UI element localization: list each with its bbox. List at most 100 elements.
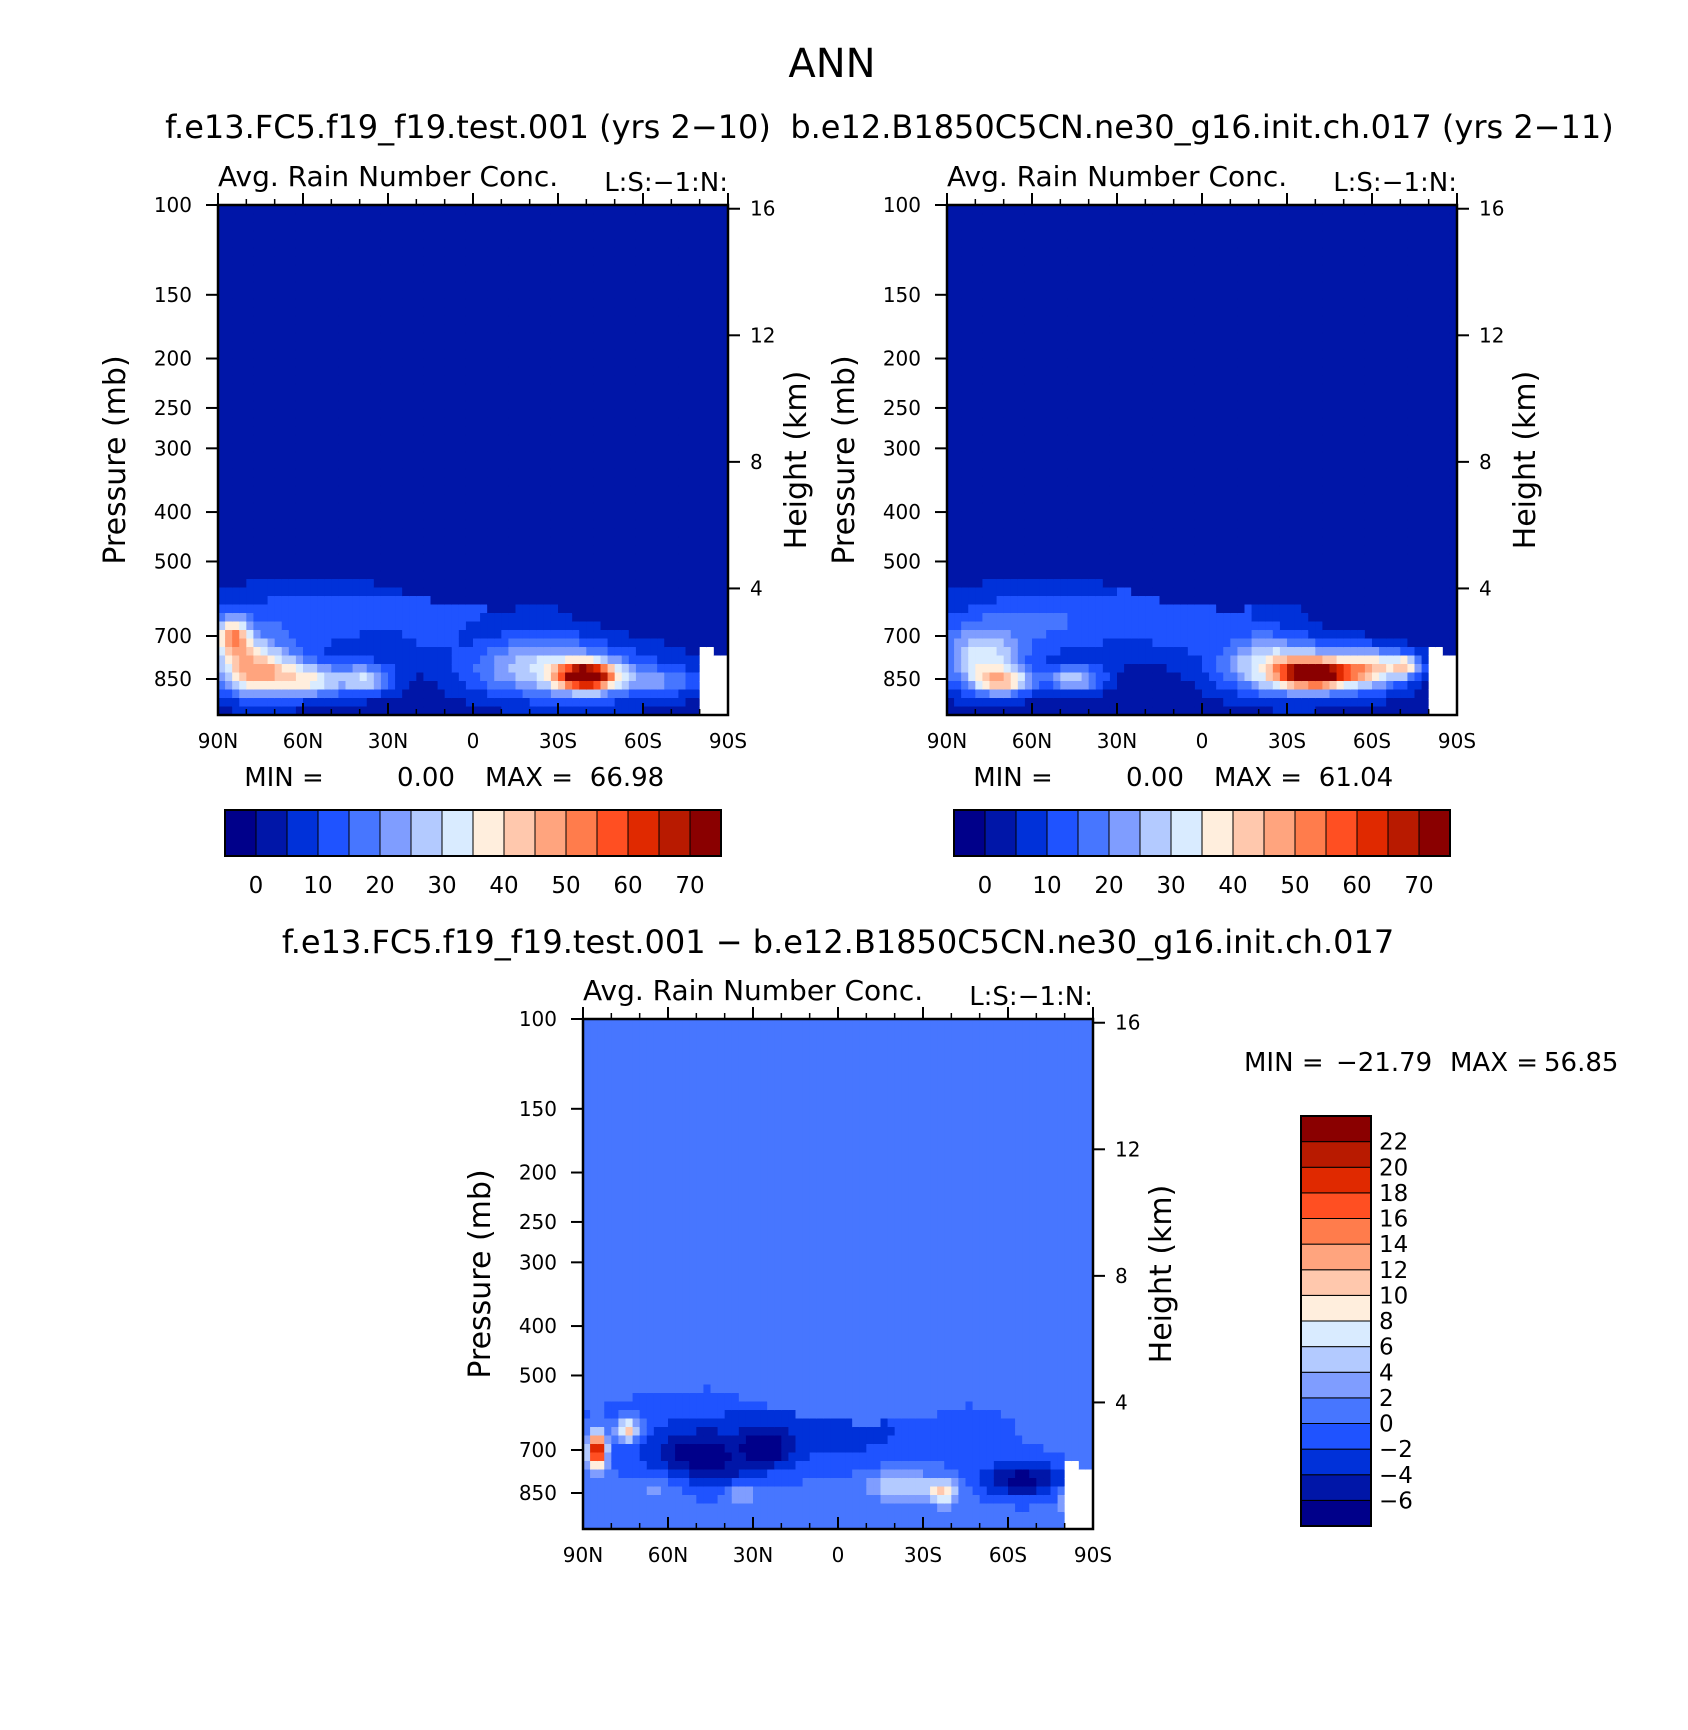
contour-cell (685, 698, 694, 708)
contour-cell (281, 324, 290, 334)
contour-cell (232, 494, 240, 504)
y-tick-label: 100 (154, 193, 192, 217)
contour-cell (685, 502, 694, 512)
contour-cell (373, 443, 382, 453)
contour-cell (494, 468, 502, 478)
contour-cell (947, 298, 955, 308)
contour-cell (968, 528, 976, 538)
contour-cell (720, 587, 729, 597)
contour-cell (345, 281, 354, 291)
contour-cell (536, 358, 545, 368)
colorbar-box (348, 809, 381, 857)
contour-cell (409, 366, 417, 376)
contour-cell (671, 477, 680, 487)
contour-cell (246, 638, 255, 648)
contour-cell (281, 290, 290, 300)
contour-cell (664, 239, 672, 249)
contour-cell (543, 579, 552, 589)
contour-cell (274, 222, 283, 232)
contour-cell (975, 247, 984, 257)
contour-cell (352, 511, 361, 521)
contour-cell (621, 579, 630, 589)
contour-cell (982, 698, 991, 708)
contour-cell (635, 477, 644, 487)
contour-cell (628, 698, 637, 708)
contour-cell (366, 689, 375, 699)
contour-cell (607, 426, 616, 436)
contour-cell (522, 366, 531, 376)
contour-cell (607, 281, 616, 291)
contour-cell (352, 562, 361, 572)
contour-cell (685, 672, 694, 682)
contour-cell (274, 349, 283, 359)
contour-cell (522, 647, 531, 657)
contour-cell (310, 672, 318, 682)
contour-cell (430, 706, 439, 716)
contour-cell (366, 358, 375, 368)
contour-cell (416, 443, 425, 453)
contour-cell (487, 647, 495, 657)
contour-cell (246, 655, 255, 665)
contour-cell (359, 698, 368, 708)
contour-cell (657, 706, 665, 716)
contour-cell (423, 553, 432, 563)
contour-cell (947, 341, 955, 351)
contour-cell (437, 230, 446, 240)
contour-cell (982, 638, 991, 648)
contour-cell (565, 264, 573, 274)
contour-cell (621, 417, 630, 427)
contour-cell (458, 528, 467, 538)
contour-cell (480, 400, 488, 410)
contour-cell (232, 638, 240, 648)
contour-cell (437, 502, 446, 512)
contour-cell (310, 630, 318, 640)
contour-cell (628, 485, 637, 495)
contour-cell (664, 638, 672, 648)
contour-cell (522, 536, 531, 546)
contour-cell (437, 647, 446, 657)
contour-cell (664, 273, 672, 283)
contour-cell (253, 477, 262, 487)
contour-cell (628, 460, 637, 470)
contour-cell (558, 655, 566, 665)
contour-cell (501, 213, 510, 223)
contour-cell (522, 596, 531, 606)
contour-cell (628, 655, 637, 665)
contour-cell (501, 545, 510, 555)
contour-cell (395, 400, 403, 410)
contour-cell (260, 689, 269, 699)
contour-cell (218, 222, 226, 232)
contour-cell (317, 664, 325, 674)
contour-cell (465, 400, 474, 410)
contour-cell (260, 579, 269, 589)
contour-cell (388, 528, 396, 538)
contour-cell (529, 264, 538, 274)
contour-cell (565, 511, 573, 521)
contour-cell (543, 477, 552, 487)
contour-cell (664, 655, 672, 665)
contour-cell (402, 247, 410, 257)
contour-cell (572, 647, 580, 657)
contour-cell (996, 213, 1005, 223)
contour-cell (366, 256, 375, 266)
contour-cell (572, 562, 580, 572)
contour-cell (239, 587, 247, 597)
contour-cell (678, 706, 687, 716)
contour-cell (586, 494, 595, 504)
contour-cell (579, 485, 587, 495)
contour-cell (713, 239, 722, 249)
contour-cell (239, 392, 247, 402)
contour-cell (657, 426, 665, 436)
contour-cell (295, 349, 304, 359)
contour-cell (338, 332, 347, 342)
contour-cell (607, 604, 616, 614)
contour-cell (473, 630, 481, 640)
contour-cell (515, 213, 524, 223)
contour-cell (586, 417, 595, 427)
contour-cell (586, 570, 595, 580)
contour-cell (572, 366, 580, 376)
contour-cell (295, 672, 304, 682)
contour-cell (366, 655, 375, 665)
contour-cell (416, 375, 425, 385)
y-tick-label: 300 (154, 436, 192, 460)
